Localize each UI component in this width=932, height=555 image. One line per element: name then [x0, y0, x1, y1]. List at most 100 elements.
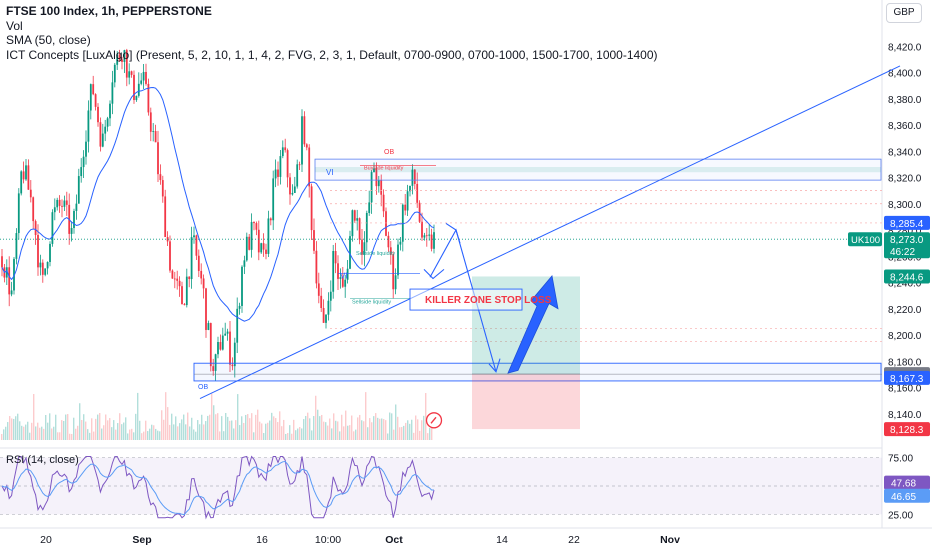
- candle-body: [75, 203, 78, 211]
- volume-bar: [25, 424, 27, 440]
- rsi-line: [1, 455, 435, 520]
- volume-bar: [71, 433, 73, 440]
- volume-bar: [95, 418, 97, 440]
- candle-body: [301, 116, 303, 165]
- candle-body: [385, 211, 387, 236]
- candle-body: [142, 71, 145, 81]
- volume-bar: [217, 413, 219, 440]
- volume-bar: [107, 420, 109, 440]
- volume-bar: [321, 414, 323, 440]
- candle-body: [231, 364, 234, 367]
- volume-bar: [61, 420, 63, 440]
- volume-bar: [67, 414, 69, 440]
- price-tick-label: 8,360.0: [888, 121, 922, 132]
- candle-body: [197, 255, 200, 271]
- sellside-label-a: Sellside liquidity: [356, 251, 395, 257]
- price-axis-badge: 8,128.3: [884, 422, 930, 437]
- candle-body: [104, 126, 107, 134]
- volume-bar: [325, 422, 327, 440]
- rsi-legend[interactable]: RSI (14, close): [6, 454, 79, 466]
- candle-body: [257, 229, 260, 253]
- volume-bar: [151, 424, 153, 440]
- candle-body: [51, 212, 54, 244]
- candle-body: [219, 342, 222, 350]
- rsi-badge-bg: [884, 475, 930, 490]
- volume-bar: [335, 420, 337, 440]
- volume-indicator-label[interactable]: Vol: [6, 18, 23, 33]
- candle-body: [111, 82, 114, 104]
- candle-body: [267, 218, 270, 254]
- volume-bar: [313, 416, 315, 440]
- volume-bar: [65, 414, 67, 440]
- candle-body: [37, 234, 39, 268]
- volume-bar: [143, 431, 145, 440]
- candle-body: [399, 241, 402, 245]
- currency-button[interactable]: GBP: [886, 3, 922, 23]
- sellside-label-b: Sellside liquidity: [352, 300, 391, 306]
- candle-body: [346, 268, 349, 280]
- volume-bar: [109, 418, 111, 440]
- volume-bar: [113, 420, 115, 440]
- ict-indicator-label[interactable]: ICT Concepts [LuxAlgo] (Present, 5, 2, 1…: [6, 47, 658, 62]
- candle-body: [356, 218, 359, 221]
- candle-body: [205, 288, 207, 330]
- candle-body: [262, 243, 265, 250]
- volume-bar: [211, 393, 213, 440]
- volume-bar: [337, 421, 339, 440]
- volume-bar: [121, 424, 123, 440]
- candle-body: [118, 54, 121, 60]
- candle-body: [339, 277, 342, 279]
- time-tick-label: 16: [256, 534, 268, 546]
- killer-zone-label: KILLER ZONE STOP LOSS: [425, 295, 552, 306]
- candle-body: [73, 210, 75, 229]
- candle-body: [109, 103, 111, 119]
- symbol-badge-bg: [848, 232, 882, 247]
- volume-bar: [279, 411, 281, 440]
- candle-body: [58, 199, 61, 206]
- volume-bar: [383, 419, 385, 440]
- volume-bar: [353, 431, 355, 440]
- volume-bar: [339, 431, 341, 440]
- candle-body: [65, 200, 68, 205]
- candle-body: [313, 230, 315, 251]
- candle-body: [149, 112, 152, 132]
- candle-body: [212, 366, 215, 371]
- volume-bar: [145, 420, 147, 440]
- volume-bar: [295, 430, 297, 440]
- candle-body: [317, 283, 320, 296]
- volume-bar: [191, 417, 193, 440]
- candle-body: [85, 141, 87, 157]
- candle-body: [99, 122, 102, 147]
- time-tick-label: 20: [40, 534, 52, 546]
- long-stop-zone: [472, 374, 580, 430]
- candle-body: [116, 54, 119, 65]
- candle-body: [5, 267, 8, 278]
- price-tick-label: 8,240.0: [888, 279, 922, 290]
- candle-body: [284, 147, 287, 151]
- volume-bar: [119, 413, 121, 440]
- sma-indicator-label[interactable]: SMA (50, close): [6, 33, 91, 47]
- projection-arrowhead-bottom: [488, 358, 501, 373]
- candle-body: [157, 142, 159, 175]
- volume-bar: [385, 420, 387, 440]
- volume-bar: [369, 418, 371, 440]
- candle-body: [351, 210, 354, 237]
- volume-bar: [199, 424, 201, 440]
- volume-bar: [141, 433, 143, 440]
- volume-bar: [105, 414, 107, 440]
- volume-bar: [345, 410, 347, 440]
- volume-bar: [331, 428, 333, 440]
- volume-bar: [77, 425, 79, 440]
- candle-body: [176, 278, 179, 281]
- ob-bottom-label: OB: [198, 384, 208, 391]
- vi-upper-label: VI: [326, 168, 334, 177]
- candle-body: [20, 171, 23, 194]
- candle-body: [140, 80, 143, 84]
- candle-body: [236, 308, 239, 343]
- volume-bar: [1, 433, 3, 440]
- volume-bar: [347, 425, 349, 440]
- candle-body: [409, 185, 411, 192]
- chart-title[interactable]: FTSE 100 Index, 1h, PEPPERSTONE: [6, 4, 212, 18]
